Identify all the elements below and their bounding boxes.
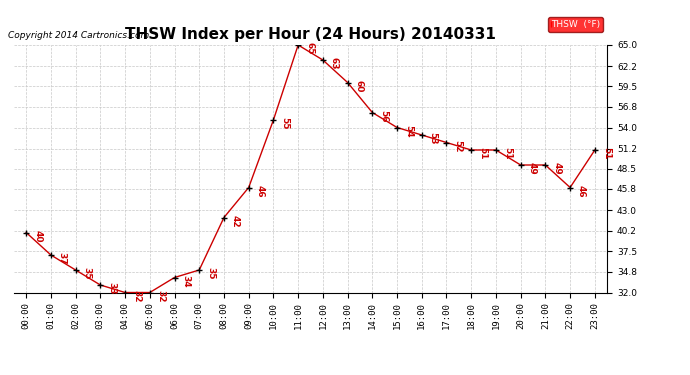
- Text: 32: 32: [157, 290, 166, 302]
- Legend: THSW  (°F): THSW (°F): [548, 17, 602, 32]
- Text: 32: 32: [132, 290, 141, 302]
- Text: 63: 63: [330, 57, 339, 70]
- Text: 56: 56: [380, 110, 388, 122]
- Text: 35: 35: [206, 267, 215, 280]
- Text: 40: 40: [33, 230, 42, 242]
- Text: 42: 42: [231, 215, 240, 227]
- Text: 34: 34: [181, 275, 190, 287]
- Text: Copyright 2014 Cartronics.com: Copyright 2014 Cartronics.com: [8, 31, 149, 40]
- Text: 65: 65: [305, 42, 314, 55]
- Text: 52: 52: [453, 140, 462, 152]
- Text: 54: 54: [404, 125, 413, 137]
- Text: 46: 46: [255, 185, 265, 197]
- Text: 51: 51: [503, 147, 512, 160]
- Text: 53: 53: [428, 132, 437, 145]
- Text: 33: 33: [107, 282, 117, 295]
- Text: 51: 51: [602, 147, 611, 160]
- Text: 51: 51: [478, 147, 487, 160]
- Title: THSW Index per Hour (24 Hours) 20140331: THSW Index per Hour (24 Hours) 20140331: [125, 27, 496, 42]
- Text: 35: 35: [83, 267, 92, 280]
- Text: 55: 55: [280, 117, 289, 130]
- Text: 49: 49: [528, 162, 537, 175]
- Text: 60: 60: [355, 80, 364, 92]
- Text: 46: 46: [577, 185, 586, 197]
- Text: 49: 49: [552, 162, 562, 175]
- Text: 37: 37: [58, 252, 67, 265]
